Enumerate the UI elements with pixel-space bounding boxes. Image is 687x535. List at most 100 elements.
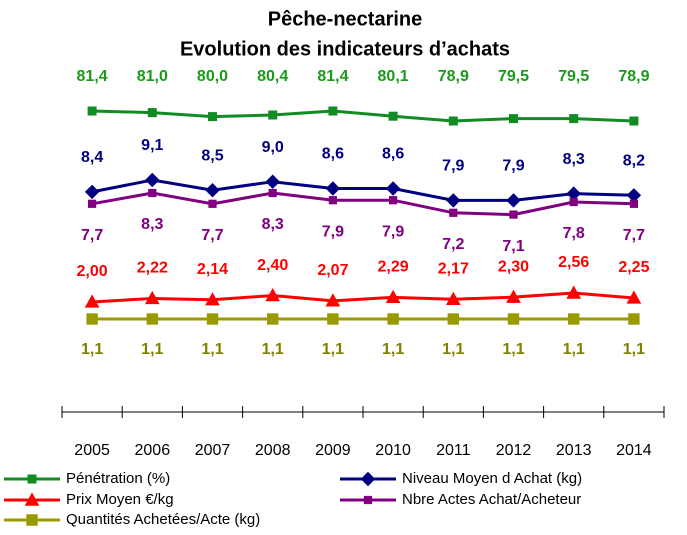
data-point xyxy=(506,289,521,303)
data-label: 1,1 xyxy=(502,341,524,358)
data-point xyxy=(629,199,638,208)
series-line xyxy=(92,291,635,304)
data-point xyxy=(509,210,518,219)
data-label: 7,7 xyxy=(623,227,645,244)
legend-label: Pénétration (%) xyxy=(66,470,170,487)
data-label: 8,4 xyxy=(81,149,103,166)
data-label: 81,0 xyxy=(137,68,168,85)
legend-marker xyxy=(24,492,40,506)
data-label: 7,7 xyxy=(81,227,103,244)
data-label: 78,9 xyxy=(438,68,469,85)
data-point xyxy=(265,174,280,189)
data-label: 2,00 xyxy=(77,263,108,280)
data-point xyxy=(569,114,579,124)
data-point xyxy=(268,110,278,120)
data-point xyxy=(388,111,398,121)
x-tick-label: 2011 xyxy=(436,442,471,459)
data-point xyxy=(387,313,399,325)
data-point xyxy=(327,313,339,325)
data-point xyxy=(148,188,157,198)
data-label: 8,6 xyxy=(322,146,344,163)
data-point xyxy=(509,114,518,124)
legend-marker xyxy=(27,474,37,484)
data-label: 1,1 xyxy=(442,341,464,358)
data-label: 8,3 xyxy=(262,216,284,233)
x-tick-label: 2006 xyxy=(135,442,171,459)
data-point xyxy=(328,196,337,205)
data-point xyxy=(205,292,220,306)
data-label: 2,17 xyxy=(438,260,469,277)
data-point xyxy=(328,106,338,116)
data-point xyxy=(208,112,217,122)
data-point xyxy=(385,289,401,304)
data-label: 9,0 xyxy=(262,139,284,156)
data-label: 1,1 xyxy=(141,341,163,358)
data-label: 7,9 xyxy=(322,223,344,240)
data-label: 2,14 xyxy=(197,261,228,278)
data-point xyxy=(268,188,277,198)
series-line xyxy=(92,109,634,123)
data-label: 8,2 xyxy=(623,153,645,170)
data-label: 1,1 xyxy=(262,341,284,358)
data-point xyxy=(507,313,520,325)
data-point xyxy=(86,313,98,325)
data-point xyxy=(87,106,97,116)
data-label: 8,3 xyxy=(563,151,585,168)
data-label: 8,6 xyxy=(382,146,404,163)
data-point xyxy=(265,288,281,302)
data-point xyxy=(145,172,160,188)
data-label: 8,3 xyxy=(141,216,163,233)
legend-marker xyxy=(363,495,373,505)
x-tick-label: 2014 xyxy=(616,442,652,459)
data-label: 1,1 xyxy=(623,341,645,358)
data-label: 80,1 xyxy=(378,68,409,85)
data-label: 7,1 xyxy=(502,238,524,255)
data-label: 2,07 xyxy=(317,262,348,279)
data-label: 2,25 xyxy=(618,259,649,276)
data-point xyxy=(629,116,639,126)
data-label: 79,5 xyxy=(498,68,529,85)
data-label: 8,5 xyxy=(201,147,223,164)
data-label: 7,9 xyxy=(502,158,524,175)
legend-marker xyxy=(360,471,376,487)
data-label: 2,29 xyxy=(378,259,409,276)
data-point xyxy=(206,313,219,325)
data-label: 80,0 xyxy=(197,68,228,85)
data-point xyxy=(385,181,401,196)
data-label: 1,1 xyxy=(201,341,223,358)
data-point xyxy=(147,108,157,118)
legend-label: Quantités Achetées/Acte (kg) xyxy=(66,511,260,528)
legend-label: Nbre Actes Achat/Acheteur xyxy=(402,491,581,508)
data-label: 7,8 xyxy=(563,225,585,242)
x-tick-label: 2005 xyxy=(74,442,110,459)
x-tick-label: 2008 xyxy=(255,442,291,459)
data-label: 7,7 xyxy=(201,227,223,244)
data-point xyxy=(449,208,458,217)
data-point xyxy=(566,285,582,299)
data-point xyxy=(205,182,220,198)
chart-subtitle: Evolution des indicateurs d’achats xyxy=(180,38,510,60)
data-point xyxy=(628,313,640,325)
data-label: 80,4 xyxy=(257,68,288,85)
data-label: 7,9 xyxy=(442,158,464,175)
legend-marker xyxy=(26,514,38,526)
data-label: 2,22 xyxy=(137,260,168,277)
series-line xyxy=(91,191,634,217)
data-point xyxy=(88,199,97,208)
legend-label: Prix Moyen €/kg xyxy=(66,491,174,508)
x-tick-label: 2013 xyxy=(556,442,592,459)
data-point xyxy=(506,193,521,208)
x-tick-label: 2009 xyxy=(315,442,351,459)
x-tick-label: 2010 xyxy=(375,442,411,459)
data-label: 78,9 xyxy=(618,68,649,85)
data-point xyxy=(84,184,100,200)
data-point xyxy=(389,196,398,205)
data-label: 1,1 xyxy=(322,341,344,358)
data-point xyxy=(445,291,461,305)
chart-title: Pêche-nectarine xyxy=(268,8,423,30)
data-label: 9,1 xyxy=(141,137,163,154)
data-point xyxy=(568,313,580,325)
data-label: 81,4 xyxy=(77,68,108,85)
data-point xyxy=(146,313,159,325)
data-point xyxy=(325,293,341,307)
